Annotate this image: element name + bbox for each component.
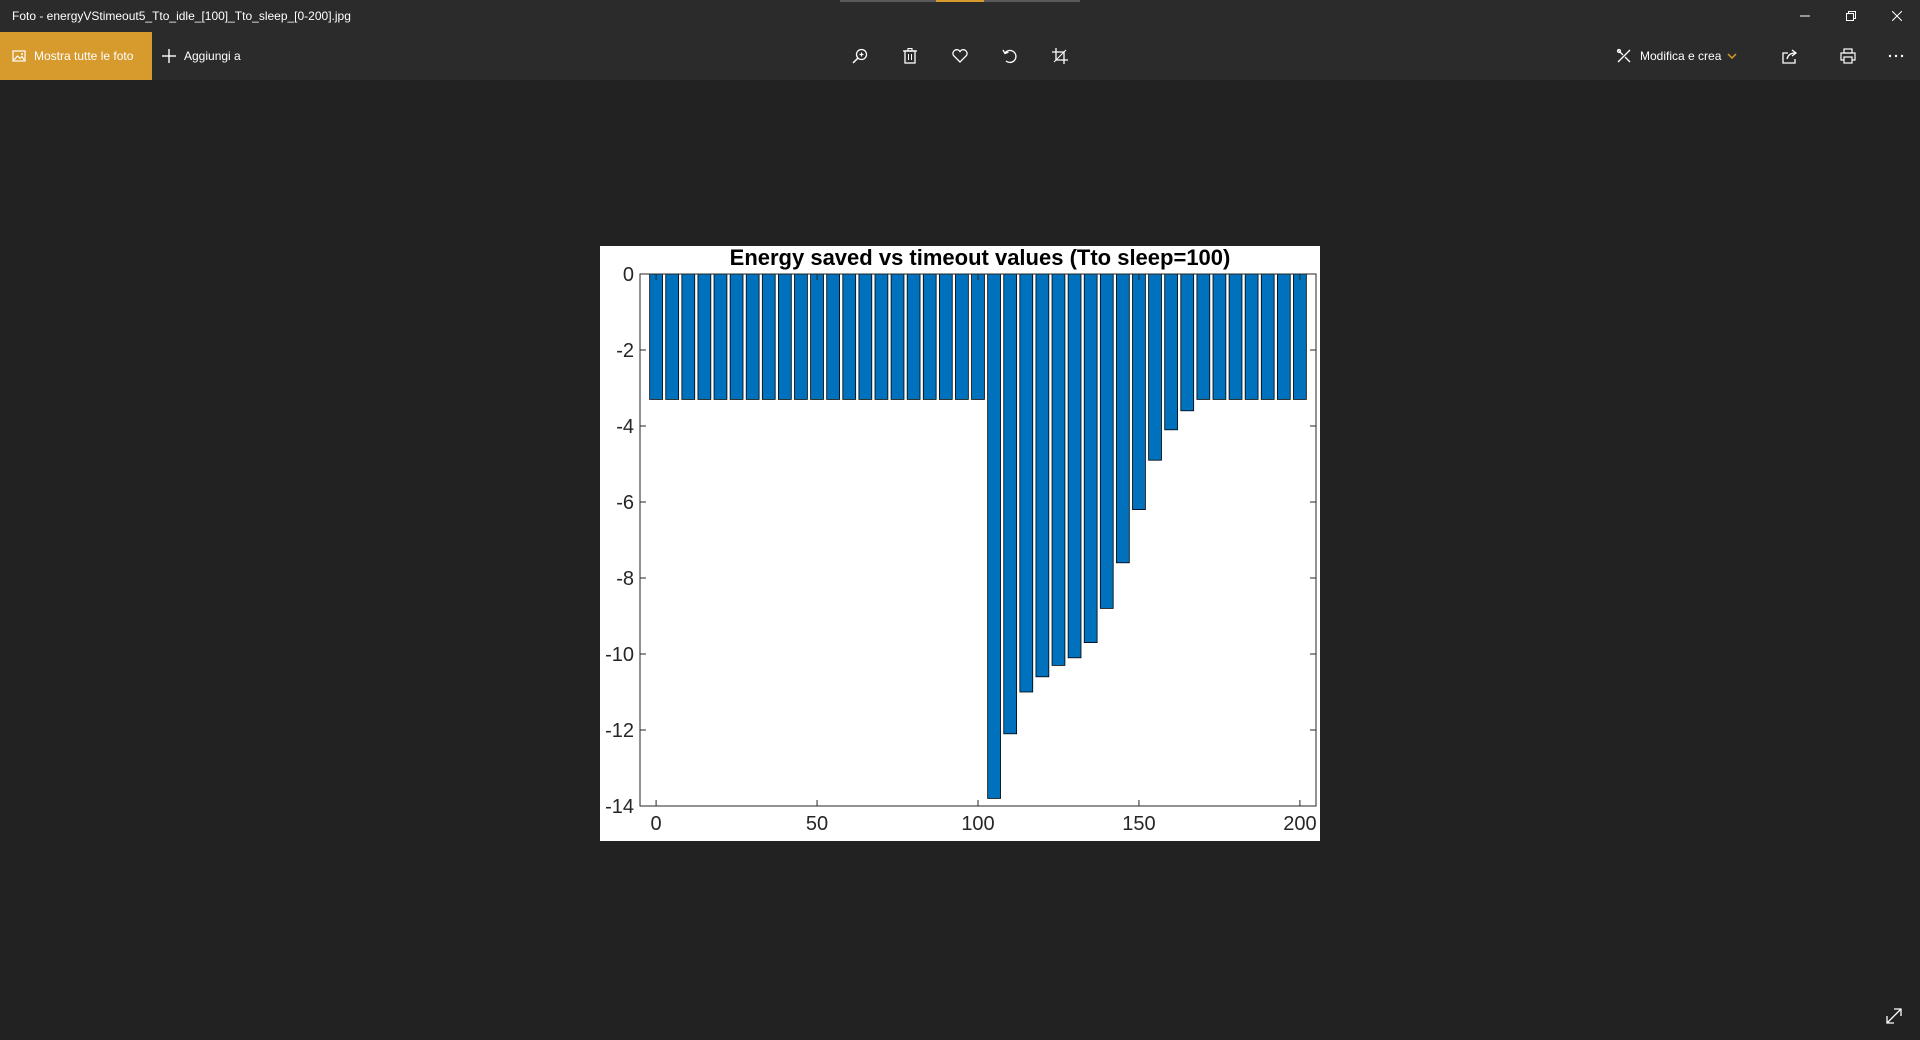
bar [1196,273,1211,400]
bar [794,273,808,400]
crop-button[interactable] [1038,32,1082,80]
crop-icon [1052,48,1068,64]
close-button[interactable] [1874,0,1920,32]
delete-button[interactable] [888,32,932,80]
photos-icon [12,50,26,62]
share-button[interactable] [1768,32,1812,80]
y-tick-label: -8 [616,568,634,590]
fullscreen-button[interactable] [1882,1004,1906,1028]
bar [1099,273,1114,609]
bar [938,273,953,400]
print-icon [1840,48,1856,64]
print-button[interactable] [1826,32,1870,80]
bar [971,273,985,400]
bar [681,273,696,400]
show-all-photos-button[interactable]: Mostra tutte le foto [0,32,152,80]
bar [1293,273,1307,400]
show-all-photos-label: Mostra tutte le foto [34,49,134,63]
zoom-button[interactable] [838,32,882,80]
bar [1132,273,1146,511]
rotate-icon [1002,49,1017,64]
bar [842,273,857,400]
bar [906,273,921,400]
edit-create-icon [1616,48,1631,63]
y-tick-label: -14 [605,796,634,818]
favorite-icon [952,49,968,63]
edit-create-label: Modifica e crea [1640,49,1722,63]
chart-title: Energy saved vs timeout values (Tto slee… [730,246,1231,270]
bar [922,273,937,400]
photo-image: Energy saved vs timeout values (Tto slee… [600,246,1320,841]
share-icon [1782,49,1798,64]
loading-indicator-fill [936,0,984,2]
y-tick-label: -10 [605,644,634,666]
plus-icon [162,49,176,63]
bar [1051,273,1066,666]
y-tick-label: -2 [616,340,634,362]
bar [1180,273,1195,412]
title-bar: Foto - energyVStimeout5_Tto_idle_[100]_T… [0,0,1920,32]
minimize-button[interactable] [1782,0,1828,32]
add-to-button[interactable]: Aggiungi a [162,32,241,80]
loading-indicator [840,0,1080,2]
bar [826,273,840,400]
close-icon [1892,11,1902,21]
add-to-label: Aggiungi a [184,49,241,63]
toolbar: Mostra tutte le foto Aggiungi a [0,32,1920,80]
bar [1148,273,1162,461]
bar [649,273,663,400]
rotate-button[interactable] [988,32,1032,80]
x-tick-label: 100 [961,813,994,835]
bar [1276,273,1291,400]
bar [761,273,776,400]
favorite-button[interactable] [938,32,982,80]
restore-icon [1846,11,1856,21]
edit-create-button[interactable]: Modifica e crea [1616,32,1737,80]
bar [745,273,760,400]
bar [1228,273,1243,400]
delete-icon [903,48,917,64]
bar [1019,273,1034,693]
bar [810,273,824,400]
y-tick-label: -6 [616,492,634,514]
more-icon [1888,54,1904,58]
bar-chart: Energy saved vs timeout values (Tto slee… [605,246,1316,835]
bar [1035,273,1050,678]
bar [713,273,728,400]
bar [1244,273,1259,400]
window-title: Foto - energyVStimeout5_Tto_idle_[100]_T… [12,9,351,23]
bar [1003,273,1018,735]
bar [1212,273,1227,400]
bar [987,273,1001,799]
more-button[interactable] [1874,32,1918,80]
bar [858,273,873,400]
restore-button[interactable] [1828,0,1874,32]
bar [697,273,712,400]
minimize-icon [1800,15,1810,17]
bar [1164,273,1178,431]
y-tick-label: -12 [605,720,634,742]
chevron-down-icon [1727,53,1737,59]
bar [1067,273,1082,659]
y-tick-label: 0 [623,264,634,286]
x-tick-label: 200 [1283,813,1316,835]
bar [778,273,792,400]
x-tick-label: 150 [1122,813,1155,835]
bar [890,273,905,400]
x-tick-label: 50 [806,813,828,835]
bar [1260,273,1275,400]
y-tick-label: -4 [616,416,634,438]
x-tick-label: 0 [651,813,662,835]
zoom-icon [852,48,868,64]
bar [1116,273,1130,564]
bar [955,273,969,400]
bar [874,273,889,400]
bar [665,273,680,400]
fullscreen-icon [1886,1008,1902,1024]
bar [729,273,744,400]
bar [1083,273,1098,644]
